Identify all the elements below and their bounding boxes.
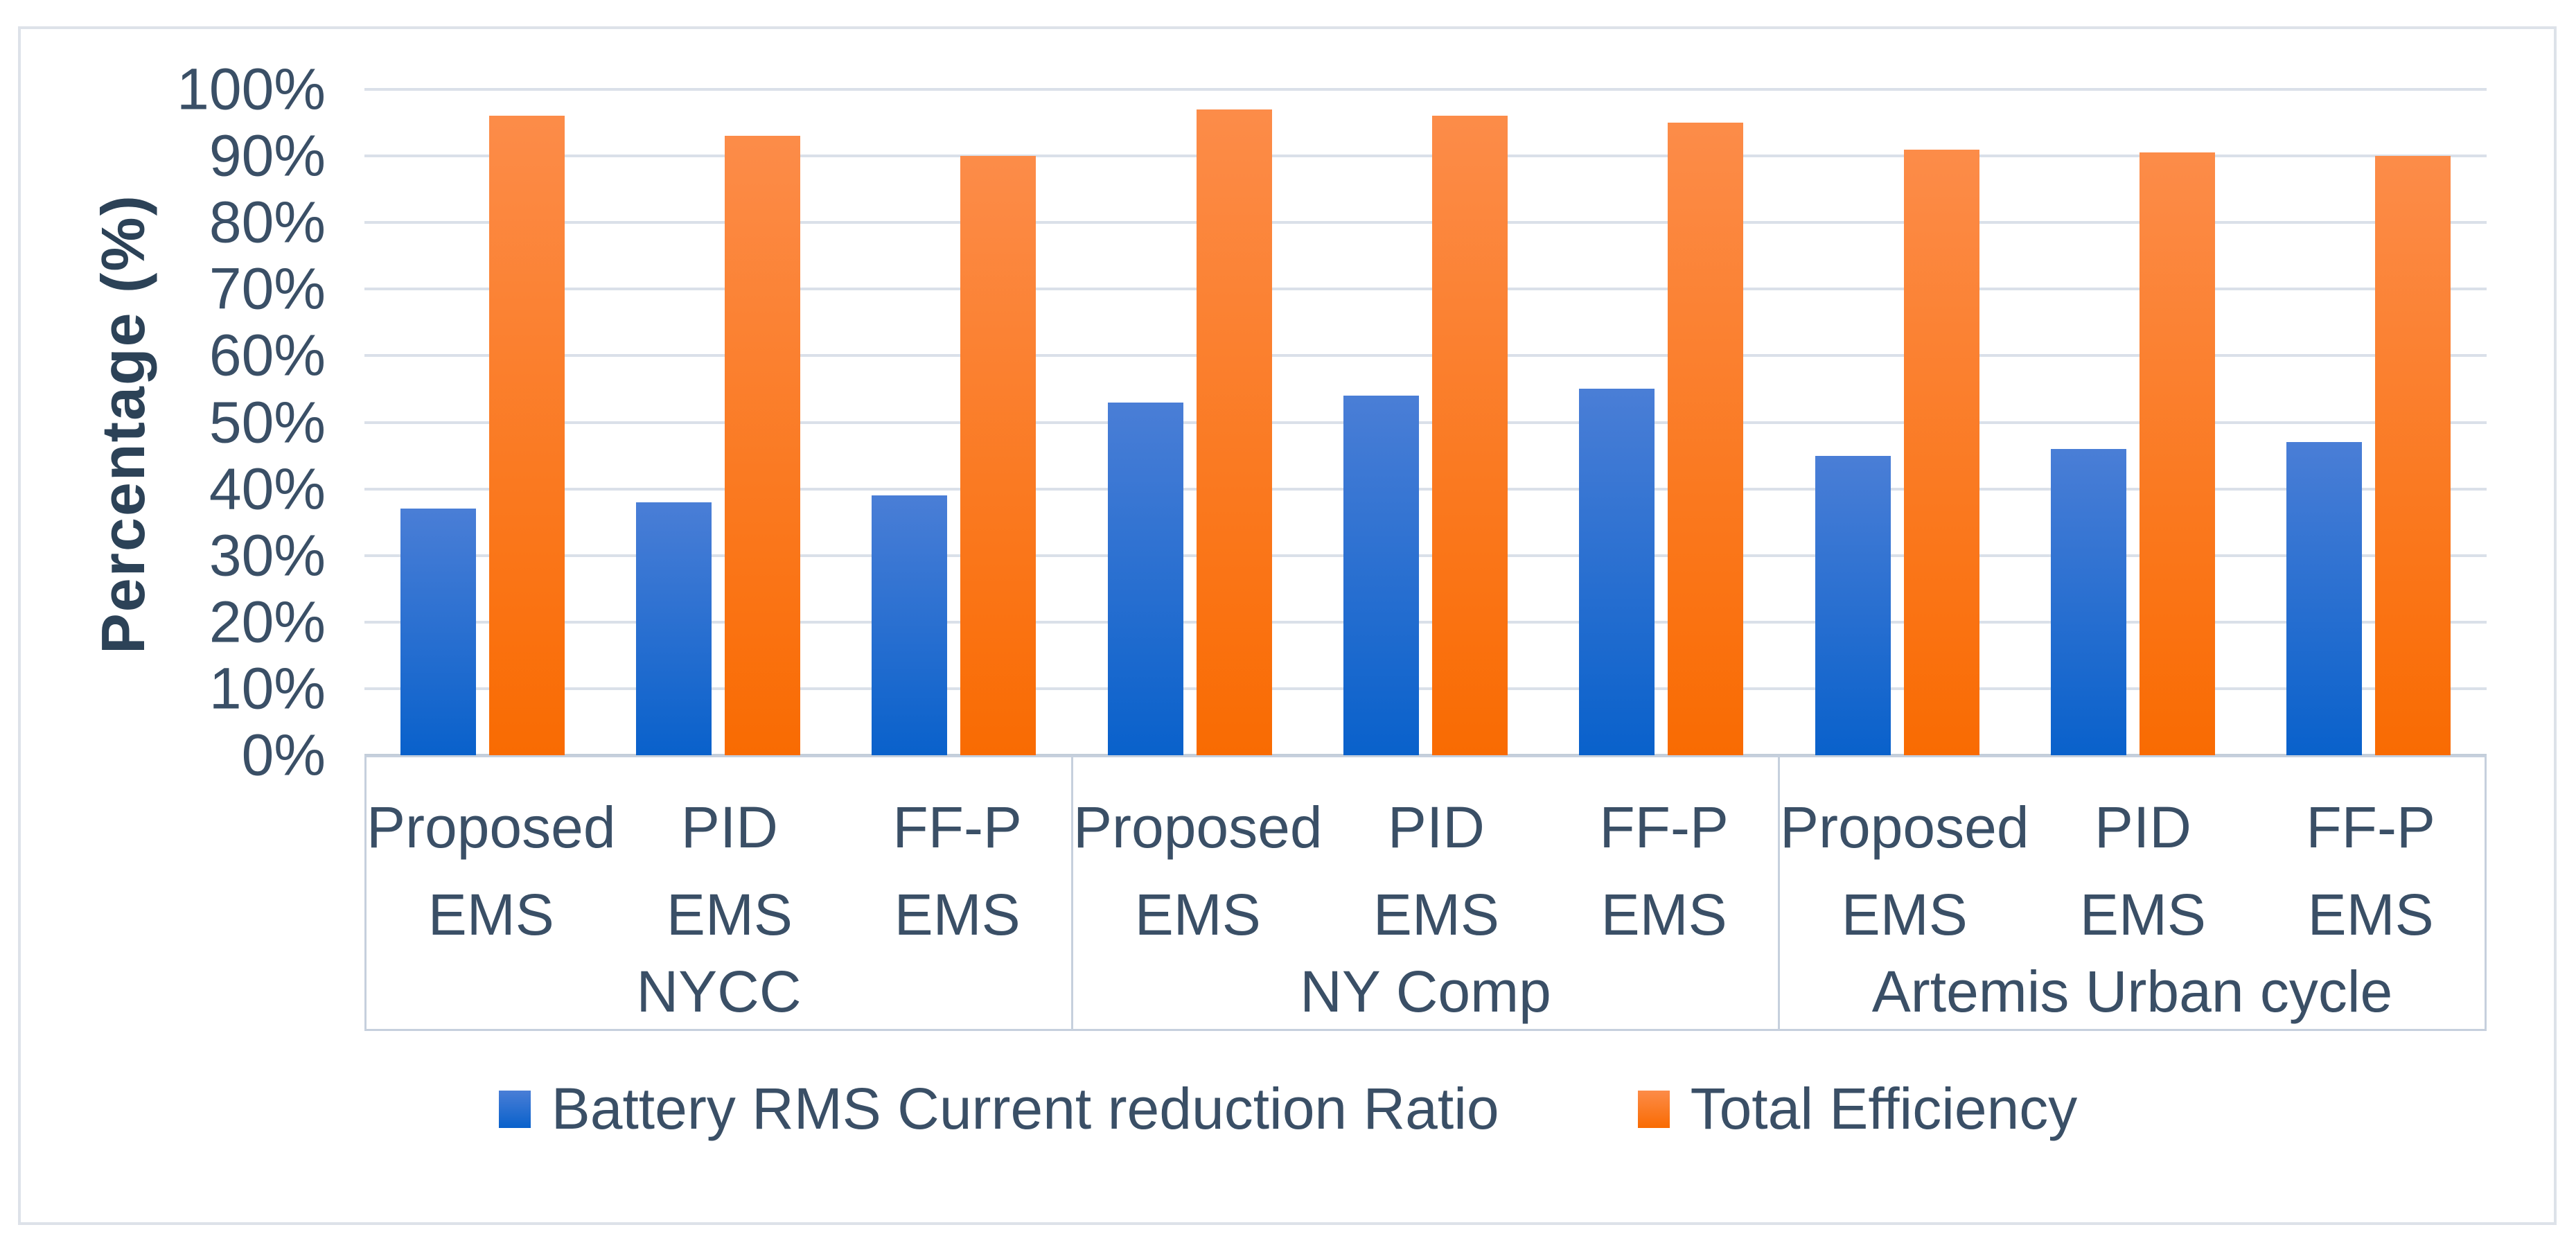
bar-cell [2251,89,2487,755]
category-label-ffp-ems: FF-P EMS [892,795,1022,947]
y-tick-40: 40% [209,456,326,522]
legend-swatch-orange-icon [1637,1090,1670,1128]
bar-orange-nycomp-proposed [1196,109,1272,755]
category-label-proposed-ems: Proposed EMS [1073,795,1323,947]
bar-cell [2015,89,2250,755]
group-label-artemis: Artemis Urban cycle [1871,959,2393,1024]
y-tick-70: 70% [209,256,326,321]
legend-label-total-efficiency: Total Efficiency [1690,1076,2078,1141]
gridline-90 [364,155,2487,158]
bar-group-nycc [364,89,1072,755]
bar-blue-nycc-proposed [400,509,476,755]
y-tick-10: 10% [209,655,326,721]
bar-cell [1307,89,1543,755]
gridline-30 [364,554,2487,557]
bar-cell [836,89,1072,755]
bar-blue-nycomp-pid [1343,396,1419,755]
y-tick-30: 30% [209,522,326,588]
bars-layer [364,89,2487,755]
y-tick-50: 50% [209,389,326,455]
bar-orange-artemis-pid [2139,152,2215,755]
y-tick-100: 100% [177,56,326,122]
y-tick-20: 20% [209,589,326,655]
bar-cell [1072,89,1307,755]
gridline-60 [364,354,2487,358]
category-labels-row: Proposed EMS PID EMS FF-P EMS [367,784,1071,958]
x-axis-label-box: Proposed EMS PID EMS FF-P EMS NYCC Propo… [364,755,2487,1031]
gridline-80 [364,221,2487,224]
bar-group-nycomp [1072,89,1779,755]
y-tick-80: 80% [209,189,326,255]
y-tick-90: 90% [209,123,326,188]
category-label-proposed-ems: Proposed EMS [367,795,616,947]
x-group-artemis: Proposed EMS PID EMS FF-P EMS Artemis Ur… [1778,757,2485,1029]
bar-cell [364,89,600,755]
group-label-nycc: NYCC [636,959,802,1024]
bar-orange-nycc-pid [724,136,800,755]
legend-swatch-blue-icon [498,1090,531,1128]
category-labels-row: Proposed EMS PID EMS FF-P EMS [1780,784,2485,958]
bar-blue-artemis-pid [2050,448,2126,755]
gridline-70 [364,288,2487,291]
y-tick-0: 0% [241,722,326,788]
bar-blue-artemis-proposed [1815,455,1891,755]
legend-item-battery-rms: Battery RMS Current reduction Ratio [498,1075,1499,1143]
y-tick-60: 60% [209,322,326,388]
bar-cell [600,89,836,755]
bar-orange-artemis-proposed [1903,149,1979,755]
bar-blue-nycc-ffp [872,495,948,755]
x-group-nycc: Proposed EMS PID EMS FF-P EMS NYCC [367,757,1071,1029]
category-label-pid-ems: PID EMS [666,795,793,947]
category-label-pid-ems: PID EMS [1373,795,1499,947]
y-axis-tick-labels: 100% 90% 80% 70% 60% 50% 40% 30% 20% 10%… [104,57,326,788]
legend-label-battery-rms: Battery RMS Current reduction Ratio [551,1076,1499,1141]
bar-orange-nycc-proposed [488,116,565,755]
plot-area [364,88,2487,757]
legend-item-total-efficiency: Total Efficiency [1637,1075,2078,1143]
category-label-proposed-ems: Proposed EMS [1780,795,2029,947]
bar-cell [1779,89,2015,755]
bar-blue-nycomp-ffp [1579,389,1655,755]
bar-orange-nycomp-ffp [1668,123,1744,755]
gridline-40 [364,487,2487,491]
legend: Battery RMS Current reduction Ratio Tota… [0,1075,2576,1143]
category-label-ffp-ems: FF-P EMS [1599,795,1729,947]
gridline-20 [364,620,2487,624]
bar-group-artemis [1779,89,2487,755]
bar-blue-artemis-ffp [2286,442,2363,755]
category-label-ffp-ems: FF-P EMS [2306,795,2435,947]
group-label-nycomp: NY Comp [1300,959,1551,1024]
bar-orange-nycc-ffp [960,156,1036,755]
x-group-nycomp: Proposed EMS PID EMS FF-P EMS NY Comp [1071,757,1778,1029]
category-labels-row: Proposed EMS PID EMS FF-P EMS [1073,784,1778,958]
bar-blue-nycomp-proposed [1107,402,1183,755]
bar-blue-nycc-pid [635,502,712,755]
bar-cell [1544,89,1779,755]
bar-orange-nycomp-pid [1431,116,1508,755]
gridline-100 [364,88,2487,91]
bar-orange-artemis-ffp [2375,156,2451,755]
gridline-10 [364,687,2487,690]
gridline-50 [364,421,2487,424]
category-label-pid-ems: PID EMS [2079,795,2206,947]
